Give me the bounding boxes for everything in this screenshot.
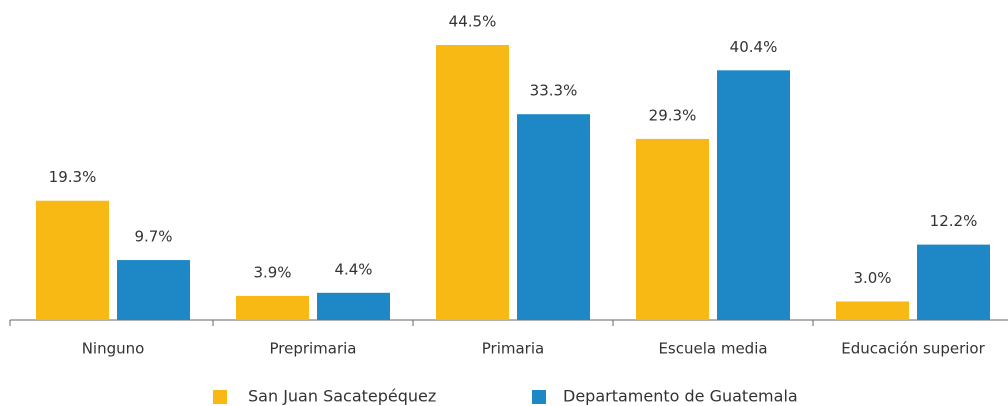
bar xyxy=(36,200,109,320)
bar xyxy=(436,44,509,321)
value-label: 3.0% xyxy=(853,269,891,287)
bar xyxy=(117,260,190,320)
x-tick-label: Ninguno xyxy=(82,340,145,358)
value-label: 33.3% xyxy=(530,82,578,100)
legend-label: San Juan Sacatepéquez xyxy=(248,387,436,406)
value-label: 12.2% xyxy=(930,212,978,230)
bar xyxy=(917,244,990,320)
legend-swatch xyxy=(213,390,227,404)
x-tick-label: Escuela media xyxy=(658,340,767,358)
bar xyxy=(636,138,709,320)
value-label: 40.4% xyxy=(730,38,778,56)
legend-swatch xyxy=(532,390,546,404)
bar xyxy=(836,301,909,320)
x-tick-label: Preprimaria xyxy=(269,340,356,358)
value-label: 4.4% xyxy=(334,260,372,278)
bar xyxy=(717,70,790,320)
legend-label: Departamento de Guatemala xyxy=(563,387,798,406)
value-label: 19.3% xyxy=(49,168,97,186)
value-label: 9.7% xyxy=(134,228,172,246)
value-label: 44.5% xyxy=(449,12,497,30)
x-tick-label: Educación superior xyxy=(841,340,985,358)
bar xyxy=(517,114,590,321)
bar xyxy=(317,292,390,320)
x-tick-label: Primaria xyxy=(482,340,544,358)
bar xyxy=(236,295,309,320)
value-label: 3.9% xyxy=(253,263,291,281)
value-label: 29.3% xyxy=(649,106,697,124)
